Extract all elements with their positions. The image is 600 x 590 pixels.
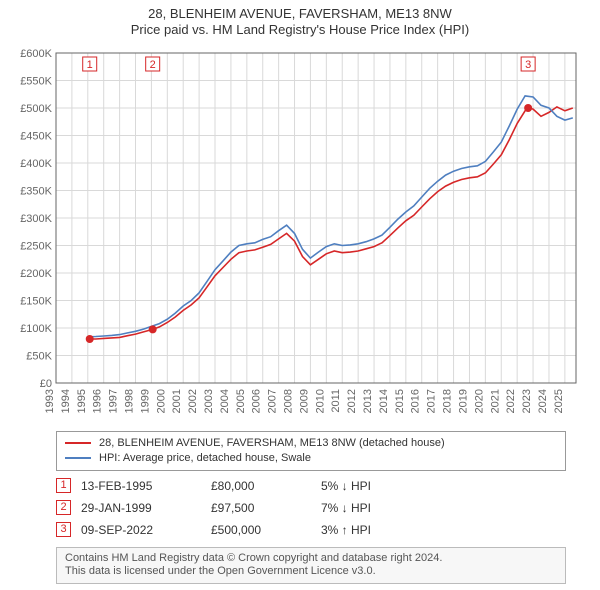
svg-text:2008: 2008	[283, 389, 295, 413]
svg-text:£400K: £400K	[20, 158, 52, 170]
license-footer: Contains HM Land Registry data © Crown c…	[56, 547, 566, 585]
sale-marker-num: 3	[525, 59, 531, 71]
chart-legend: 28, BLENHEIM AVENUE, FAVERSHAM, ME13 8NW…	[56, 431, 566, 471]
svg-text:£50K: £50K	[26, 350, 52, 362]
svg-text:£600K: £600K	[20, 48, 52, 60]
sale-date: 29-JAN-1999	[81, 501, 211, 515]
svg-text:2003: 2003	[203, 389, 215, 413]
svg-text:2012: 2012	[346, 389, 358, 413]
svg-text:2001: 2001	[171, 389, 183, 413]
legend-row-hpi: HPI: Average price, detached house, Swal…	[65, 451, 557, 466]
svg-text:2010: 2010	[314, 389, 326, 413]
svg-text:£150K: £150K	[20, 295, 52, 307]
table-row: 1 13-FEB-1995 £80,000 5% ↓ HPI	[56, 475, 590, 497]
svg-text:1999: 1999	[139, 389, 151, 413]
svg-text:2000: 2000	[155, 389, 167, 413]
svg-text:1997: 1997	[108, 389, 120, 413]
legend-swatch-property	[65, 442, 91, 444]
sale-marker-2: 2	[56, 500, 71, 515]
license-line-2: This data is licensed under the Open Gov…	[65, 565, 557, 579]
sale-price: £80,000	[211, 479, 321, 493]
sale-delta: 3% ↑ HPI	[321, 523, 441, 537]
svg-text:2004: 2004	[219, 389, 231, 413]
svg-text:2006: 2006	[251, 389, 263, 413]
svg-text:1996: 1996	[92, 389, 104, 413]
svg-text:£250K: £250K	[20, 240, 52, 252]
svg-text:£200K: £200K	[20, 268, 52, 280]
sale-price: £500,000	[211, 523, 321, 537]
sale-dot	[149, 325, 157, 333]
legend-label-hpi: HPI: Average price, detached house, Swal…	[99, 452, 311, 464]
svg-text:£500K: £500K	[20, 103, 52, 115]
sale-marker-num: 1	[87, 59, 93, 71]
legend-swatch-hpi	[65, 457, 91, 459]
sale-delta: 7% ↓ HPI	[321, 501, 441, 515]
svg-text:2020: 2020	[473, 389, 485, 413]
svg-text:1995: 1995	[76, 389, 88, 413]
svg-text:£550K: £550K	[20, 75, 52, 87]
sale-date: 09-SEP-2022	[81, 523, 211, 537]
svg-text:2021: 2021	[489, 389, 501, 413]
svg-text:2002: 2002	[187, 389, 199, 413]
svg-text:£350K: £350K	[20, 185, 52, 197]
svg-text:£450K: £450K	[20, 130, 52, 142]
price-chart: £0 £50K £100K £150K £200K £250K £300K £350K £400…	[10, 43, 590, 425]
svg-text:1993: 1993	[44, 389, 56, 413]
table-row: 3 09-SEP-2022 £500,000 3% ↑ HPI	[56, 519, 590, 541]
series-property	[90, 106, 573, 338]
sale-marker-num: 2	[150, 59, 156, 71]
svg-text:£300K: £300K	[20, 213, 52, 225]
license-line-1: Contains HM Land Registry data © Crown c…	[65, 552, 557, 566]
sale-delta: 5% ↓ HPI	[321, 479, 441, 493]
svg-text:1994: 1994	[60, 389, 72, 413]
svg-text:2018: 2018	[442, 389, 454, 413]
sale-dot	[524, 104, 532, 112]
svg-text:2017: 2017	[426, 389, 438, 413]
svg-text:2013: 2013	[362, 389, 374, 413]
sale-marker-3: 3	[56, 522, 71, 537]
legend-label-property: 28, BLENHEIM AVENUE, FAVERSHAM, ME13 8NW…	[99, 437, 445, 449]
svg-text:2025: 2025	[553, 389, 565, 413]
svg-text:2007: 2007	[267, 389, 279, 413]
svg-text:2016: 2016	[410, 389, 422, 413]
legend-row-property: 28, BLENHEIM AVENUE, FAVERSHAM, ME13 8NW…	[65, 436, 557, 451]
svg-text:2011: 2011	[330, 389, 342, 413]
sale-dot	[86, 335, 94, 343]
svg-text:£100K: £100K	[20, 323, 52, 335]
title-subtitle: Price paid vs. HM Land Registry's House …	[10, 22, 590, 38]
sale-date: 13-FEB-1995	[81, 479, 211, 493]
title-address: 28, BLENHEIM AVENUE, FAVERSHAM, ME13 8NW	[10, 6, 590, 22]
sale-price: £97,500	[211, 501, 321, 515]
svg-text:2014: 2014	[378, 389, 390, 413]
svg-text:1998: 1998	[124, 389, 136, 413]
svg-text:2015: 2015	[394, 389, 406, 413]
table-row: 2 29-JAN-1999 £97,500 7% ↓ HPI	[56, 497, 590, 519]
sale-marker-1: 1	[56, 478, 71, 493]
svg-text:2023: 2023	[521, 389, 533, 413]
sales-table: 1 13-FEB-1995 £80,000 5% ↓ HPI 2 29-JAN-…	[56, 475, 590, 541]
svg-text:2024: 2024	[537, 389, 549, 413]
svg-text:2022: 2022	[505, 389, 517, 413]
svg-text:2009: 2009	[298, 389, 310, 413]
svg-text:2005: 2005	[235, 389, 247, 413]
svg-text:£0: £0	[40, 378, 52, 390]
svg-text:2019: 2019	[457, 389, 469, 413]
